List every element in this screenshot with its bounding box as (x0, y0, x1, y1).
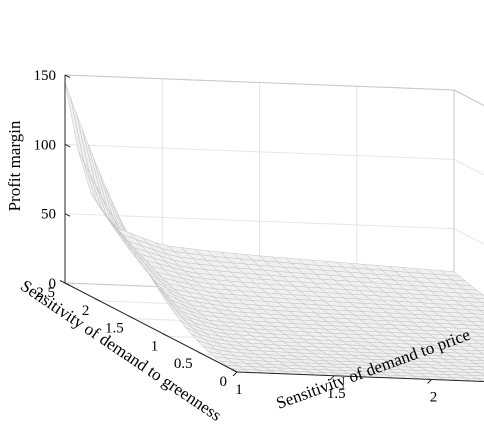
z-tick-label: 50 (41, 207, 56, 223)
surface-facet (65, 82, 84, 162)
box-edge (454, 90, 484, 179)
y-tick (198, 352, 203, 355)
y-tick (94, 298, 99, 301)
grid-line (454, 159, 484, 248)
y-tick-label: 1 (151, 338, 159, 354)
z-tick-label: 100 (34, 137, 57, 153)
y-tick-label: 0 (220, 374, 228, 390)
y-tick (129, 316, 134, 319)
surface-facet (71, 98, 90, 173)
y-tick (163, 334, 168, 337)
z-axis-label: Profit margin (5, 120, 24, 211)
x-tick (233, 372, 237, 376)
x-tick-label: 2 (430, 390, 438, 406)
y-tick-label: 0.5 (174, 356, 193, 372)
y-tick (60, 281, 65, 284)
z-tick-label: 150 (34, 68, 57, 84)
x-tick-label: 1 (235, 382, 243, 398)
x-tick (428, 380, 432, 384)
